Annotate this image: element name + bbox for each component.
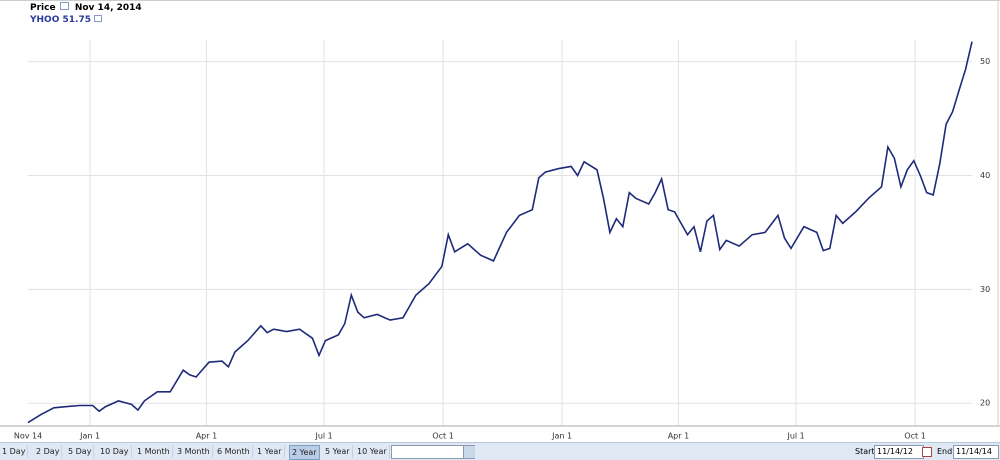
date-label: Nov 14, 2014 <box>74 3 142 13</box>
icon[interactable] <box>94 15 103 22</box>
x-tick-label: Nov 14 <box>14 432 42 441</box>
end-label: End <box>937 447 953 456</box>
x-tick-label: Oct 1 <box>904 432 925 441</box>
range-button[interactable]: 6 Month <box>215 445 253 458</box>
toolbar: 1 Day 2 Day 5 Day 10 Day 1 Month 3 Month 6 Mon… <box>0 442 1000 460</box>
x-tick-label: Jul 1 <box>314 432 332 441</box>
range-button[interactable]: 3 Month <box>175 445 213 458</box>
price-label: Price <box>30 3 56 13</box>
y-tick-label: 40 <box>980 171 990 180</box>
calendar-icon[interactable] <box>922 447 932 457</box>
range-button[interactable]: 2 Year <box>289 445 320 460</box>
x-tick-label: Apr 1 <box>668 432 689 441</box>
x-tick-label: Jan 1 <box>79 432 100 441</box>
range-button[interactable]: 1 Month <box>135 445 173 458</box>
x-tick-label: Apr 1 <box>196 432 217 441</box>
y-tick-label: 50 <box>980 57 990 66</box>
legend-value: 51.75 <box>62 15 91 25</box>
x-tick-label: Jan 1 <box>551 432 572 441</box>
range-button[interactable]: 2 Day <box>34 445 63 458</box>
range-button[interactable]: 1 Year <box>255 445 285 458</box>
dropdown-arrow[interactable] <box>463 446 475 458</box>
plot-area <box>0 40 1000 426</box>
legend-name: YHOO <box>30 15 60 25</box>
range-button[interactable]: 10 Year <box>355 445 390 458</box>
x-tick-label: Jul 1 <box>786 432 804 441</box>
start-input[interactable]: 11/14/12 <box>874 445 924 459</box>
range-button[interactable]: 5 Day <box>66 445 95 458</box>
range-button[interactable]: 10 Day <box>98 445 132 458</box>
range-button[interactable]: 1 Day <box>0 445 29 458</box>
header-row: Price Nov 14, 2014 <box>30 2 142 13</box>
end-input[interactable]: 11/14/14 <box>953 445 999 459</box>
price-line <box>27 41 973 424</box>
start-label: Start <box>855 447 875 456</box>
y-tick-label: 20 <box>980 399 990 408</box>
x-tick-label: Oct 1 <box>432 432 453 441</box>
legend: YHOO 51.75 <box>30 15 103 25</box>
chart: 20 30 40 50 Nov 14 Jan 1 Apr 1 Jul 1 Oct 1 Jan 1 A… <box>0 0 1000 441</box>
icon[interactable] <box>59 2 69 10</box>
range-button[interactable]: 5 Year <box>323 445 353 458</box>
y-tick-label: 30 <box>980 285 990 294</box>
